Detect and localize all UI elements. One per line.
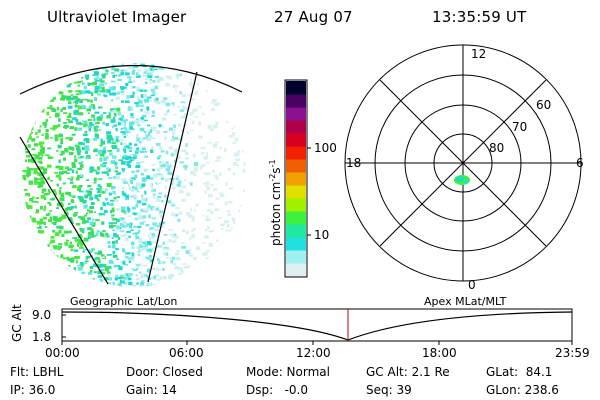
polar-plot bbox=[344, 44, 582, 282]
colorbar-swatch bbox=[286, 120, 306, 134]
time-label: 13:35:59 UT bbox=[432, 8, 527, 26]
mlt-label-0: 0 bbox=[468, 278, 476, 292]
polar-aurora-spot bbox=[454, 175, 470, 185]
ip-info: IP: 36.0 bbox=[10, 383, 56, 397]
colorbar-swatch bbox=[286, 224, 306, 238]
door-info: Door: Closed bbox=[126, 365, 203, 379]
polar-diag-line-2 bbox=[379, 79, 547, 247]
colorbar-unit-label: photon cm-2s-1 bbox=[268, 159, 283, 246]
gc-alt-axis-label: GC Alt bbox=[10, 304, 24, 342]
colorbar-swatch bbox=[286, 94, 306, 108]
instrument-title: Ultraviolet Imager bbox=[47, 8, 187, 26]
altitude-curve bbox=[61, 311, 573, 341]
glon-info: GLon: 238.6 bbox=[486, 383, 559, 397]
lat-label-70: 70 bbox=[512, 120, 528, 134]
x-tick-1200: 12:00 bbox=[296, 346, 331, 360]
filter-info: Flt: LBHL bbox=[10, 365, 64, 379]
colorbar-tick-100: 100 bbox=[314, 141, 337, 155]
colorbar-tick-10: 10 bbox=[314, 228, 330, 242]
apex-label: Apex MLat/MLT bbox=[424, 295, 507, 308]
colorbar-swatch bbox=[286, 107, 306, 121]
colorbar-swatch bbox=[286, 211, 306, 225]
colorbar-swatch bbox=[286, 133, 306, 147]
colorbar bbox=[284, 79, 311, 278]
geographic-image bbox=[19, 63, 246, 287]
date-label: 27 Aug 07 bbox=[274, 8, 353, 26]
gain-info: Gain: 14 bbox=[126, 383, 177, 397]
dsp-info: Dsp: -0.0 bbox=[246, 383, 309, 397]
y-tick-1-8: 1.8 bbox=[32, 330, 52, 344]
gc-alt-info: GC Alt: 2.1 Re bbox=[366, 365, 450, 379]
colorbar-swatch bbox=[286, 198, 306, 212]
horizon-arc bbox=[19, 64, 243, 95]
x-tick-0600: 06:00 bbox=[169, 346, 204, 360]
x-tick-1800: 18:00 bbox=[422, 346, 457, 360]
x-tick-2359: 23:59 bbox=[555, 346, 590, 360]
lat-label-80: 80 bbox=[489, 141, 505, 155]
mlt-label-6: 6 bbox=[576, 156, 584, 170]
y-tick-9: 9.0 bbox=[32, 308, 52, 322]
colorbar-swatch bbox=[286, 159, 306, 173]
seq-info: Seq: 39 bbox=[366, 383, 412, 397]
timeline-plot bbox=[61, 308, 573, 345]
colorbar-swatch bbox=[286, 185, 306, 199]
glat-info: GLat: 84.1 bbox=[486, 365, 553, 379]
colorbar-swatch bbox=[286, 237, 306, 251]
mlt-label-18: 18 bbox=[346, 156, 362, 170]
x-tick-0000: 00:00 bbox=[45, 346, 80, 360]
colorbar-swatch bbox=[286, 146, 306, 160]
right-meridian-line bbox=[147, 71, 198, 283]
mode-info: Mode: Normal bbox=[246, 365, 330, 379]
colorbar-swatch bbox=[286, 81, 306, 95]
lat-label-60: 60 bbox=[536, 98, 552, 112]
geographic-label: Geographic Lat/Lon bbox=[70, 295, 178, 308]
mlt-label-12: 12 bbox=[471, 47, 487, 61]
left-meridian-line bbox=[19, 136, 109, 285]
colorbar-swatch bbox=[286, 172, 306, 186]
colorbar-swatch bbox=[286, 250, 306, 264]
colorbar-swatch bbox=[286, 263, 306, 277]
